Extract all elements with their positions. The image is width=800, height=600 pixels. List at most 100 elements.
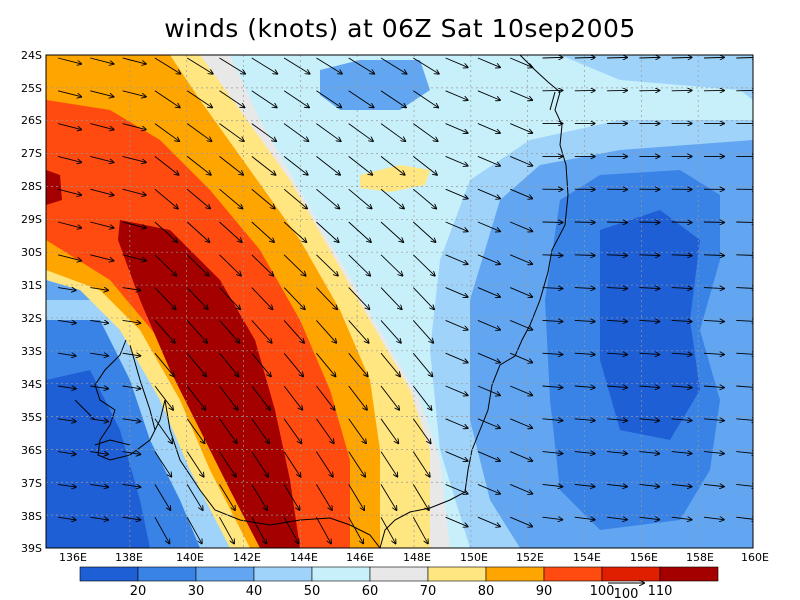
wind-arrow [122,517,141,520]
wind-arrow [412,352,432,376]
wind-arrow [445,319,468,329]
wind-arrow [186,418,204,443]
wind-arrow [283,90,309,108]
wind-arrow [477,221,500,231]
wind-arrow [57,517,76,520]
wind-arrow [477,516,500,526]
wind-arrow [154,221,177,242]
wind-arrow [283,287,305,310]
colorbar-label: 60 [362,584,379,599]
wind-arrow [283,418,301,443]
wind-arrow [639,419,659,421]
wind-arrow [380,516,396,543]
wind-arrow [574,517,595,519]
wind-arrow [413,123,437,142]
wind-arrow [445,516,468,526]
wind-arrow [477,123,500,133]
map-frame [45,54,754,549]
lat-label: 33S [21,345,42,358]
wind-arrow [251,484,268,510]
wind-arrow [703,353,724,354]
lat-label: 26S [21,114,42,127]
wind-arrow [154,90,180,108]
wind-arrow [639,57,659,58]
wind-arrow [380,57,407,74]
wind-arrow [122,123,146,130]
lon-label: 160E [741,551,769,564]
wind-arrow [380,254,402,276]
wind-arrow [510,418,532,428]
wind-arrow [316,156,340,174]
wind-arrow [186,451,203,477]
wind-arrow [122,288,141,291]
graticule [46,55,753,548]
wind-arrow [154,156,179,174]
wind-arrow [90,484,108,487]
wind-arrow [703,255,724,256]
wind-arrow [445,90,468,100]
colorbar-swatch [253,566,313,582]
wind-arrow [283,123,308,142]
wind-arrow [251,57,278,74]
wind-arrow [607,452,627,454]
reference-vector-label: 100 [614,587,639,600]
wind-arrow [542,452,563,454]
wind-arrow [122,320,141,323]
wind-arrow [542,353,563,354]
wind-arrow [574,320,595,321]
wind-arrow [186,484,203,510]
wind-arrow [154,287,176,310]
colorbar-swatch [427,566,487,582]
lon-label: 146E [346,551,374,564]
wind-arrow [90,188,113,195]
lat-label: 30S [21,246,42,259]
wind-arrow [607,353,627,354]
wind-arrow [154,516,170,543]
wind-arrow [542,288,563,289]
wind-arrow [671,386,692,388]
lon-label: 156E [630,551,658,564]
latitude-labels: 24S 25S 26S 27S 28S 29S 30S 31S 32S 33S … [21,49,42,555]
wind-arrow [445,385,468,395]
wind-arrow [186,287,208,310]
colorbar-swatch [369,566,429,582]
wind-arrow [380,287,402,310]
wind-arrow [510,123,532,133]
wind-arrow [671,320,692,321]
lat-label: 28S [21,180,42,193]
wind-arrow [445,287,468,297]
colorbar-swatch [543,566,603,582]
wind-arrow [90,288,108,291]
colorbar [79,566,719,582]
wind-arrow [477,418,500,428]
wind-arrow [122,386,141,389]
wind-arrow [219,123,244,142]
wind-arrow [251,221,274,242]
colorbar-label: 70 [420,584,437,599]
wind-arrow [380,484,397,510]
wind-arrow [348,320,369,342]
wind-arrow [671,353,692,354]
wind-arrow [251,352,271,376]
wind-arrow [412,320,433,342]
wind-arrow [57,288,76,291]
wind-arrow [703,517,724,519]
wind-arrow [412,451,429,477]
reference-vector: 100 [608,583,644,600]
lat-label: 38S [21,510,42,523]
lat-label: 35S [21,411,42,424]
wind-arrow [186,156,211,174]
wind-arrow [477,319,500,329]
wind-arrow [90,452,108,455]
wind-arrow [607,419,627,421]
wind-arrow [283,484,300,510]
wind-arrow [607,484,627,486]
wind-arrow [348,57,375,74]
wind-arrow [219,451,236,477]
wind-arrow [251,418,269,443]
wind-arrow [445,123,468,133]
wind-arrow [251,287,273,310]
wind-arrow [57,320,76,323]
wind-arrow [186,221,209,242]
